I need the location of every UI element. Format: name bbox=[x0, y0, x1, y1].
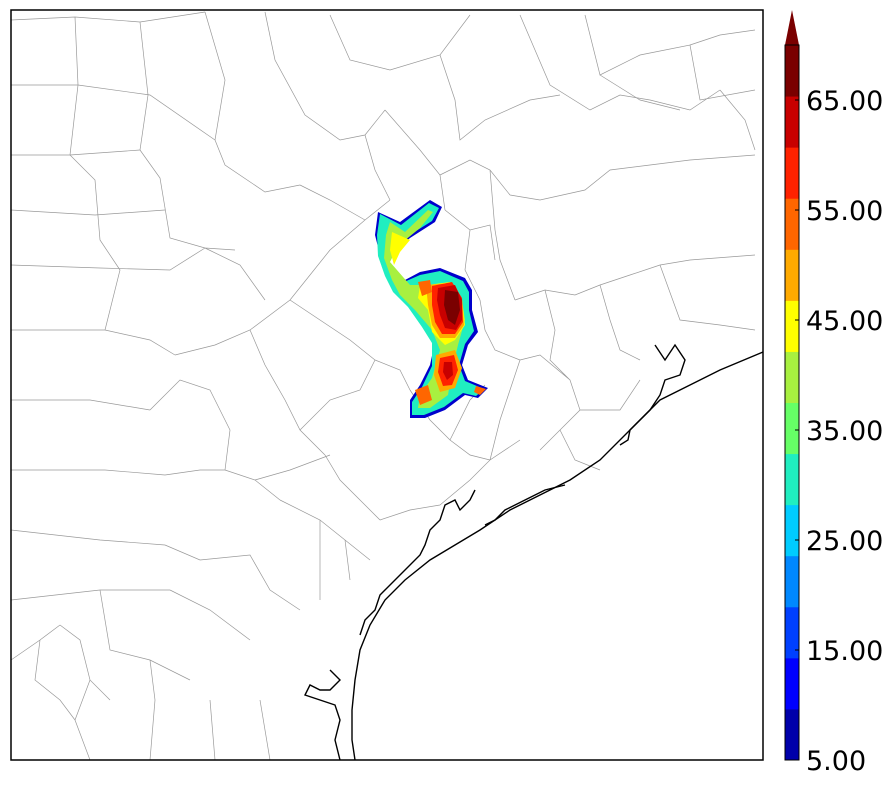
reflectivity-echo bbox=[375, 200, 488, 418]
colorbar-tick-label: 15.00 bbox=[806, 636, 883, 667]
echo-contour-45 bbox=[390, 232, 410, 265]
colorbar-segment bbox=[785, 96, 799, 148]
colorbar-tick-label: 65.00 bbox=[806, 86, 883, 117]
colorbar-segment bbox=[785, 555, 799, 608]
colorbar-tick-label: 25.00 bbox=[806, 526, 883, 557]
echo-cell-a bbox=[418, 280, 432, 296]
echo-cell-f bbox=[474, 386, 486, 395]
colorbar-segment bbox=[785, 300, 799, 352]
colorbar-segment bbox=[785, 708, 799, 761]
colorbar-tick-label: 35.00 bbox=[806, 416, 883, 447]
map-frame bbox=[10, 9, 764, 761]
colorbar-tick-label: 5.00 bbox=[806, 746, 866, 777]
colorbar-segment bbox=[785, 657, 799, 710]
colorbar-segment bbox=[785, 147, 799, 199]
colorbar-labels: 5.00 15.00 25.00 35.00 45.00 55.00 65.00 bbox=[795, 86, 883, 777]
colorbar-extend-arrow bbox=[785, 10, 799, 45]
colorbar: 5.00 15.00 25.00 35.00 45.00 55.00 65.00 bbox=[784, 10, 883, 777]
colorbar-tick-label: 55.00 bbox=[806, 196, 883, 227]
colorbar-segment bbox=[785, 351, 799, 403]
map-background bbox=[11, 10, 763, 760]
colorbar-segments bbox=[785, 45, 799, 761]
colorbar-frame bbox=[784, 44, 800, 761]
colorbar-segment bbox=[785, 402, 799, 455]
colorbar-segment bbox=[785, 504, 799, 557]
echo-cell-e bbox=[415, 385, 432, 405]
coastline bbox=[304, 343, 763, 760]
county-boundaries bbox=[11, 11, 756, 760]
colorbar-segment bbox=[785, 198, 799, 250]
colorbar-segment bbox=[785, 606, 799, 659]
echo-cell-d bbox=[443, 362, 453, 380]
colorbar-segment bbox=[785, 45, 799, 97]
colorbar-tick-label: 45.00 bbox=[806, 306, 883, 337]
colorbar-segment bbox=[785, 249, 799, 301]
echo-contour-70 bbox=[444, 290, 460, 325]
colorbar-segment bbox=[785, 453, 799, 506]
